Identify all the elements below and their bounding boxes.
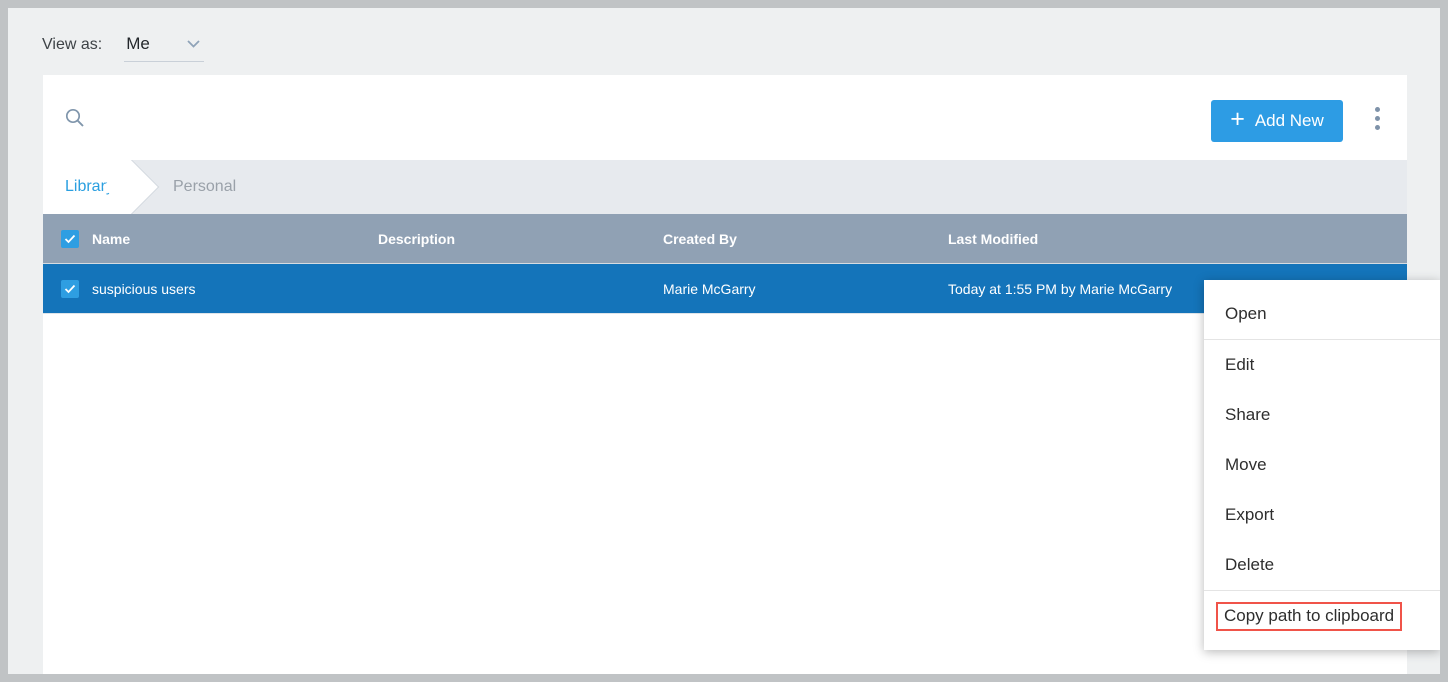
- annotation-highlight-box: Copy path to clipboard: [1216, 601, 1403, 631]
- row-checkbox-cell: [43, 279, 92, 298]
- menu-item-open[interactable]: Open: [1225, 304, 1267, 323]
- view-as-dropdown[interactable]: Me: [124, 28, 205, 62]
- kebab-menu-icon[interactable]: [1371, 102, 1383, 134]
- view-as-control: View as: Me: [42, 28, 205, 62]
- row-checkbox[interactable]: [61, 279, 79, 298]
- checkmark-icon: [64, 284, 76, 293]
- view-as-value: Me: [126, 33, 150, 53]
- column-header-name[interactable]: Name: [92, 230, 131, 247]
- context-menu: Open Edit Share Move Export Delete Copy …: [1204, 280, 1440, 650]
- column-header-created-by[interactable]: Created By: [663, 230, 737, 247]
- breadcrumb-item-personal[interactable]: Personal: [173, 178, 237, 195]
- menu-divider: [1204, 339, 1440, 340]
- chevron-down-icon: [187, 39, 200, 48]
- checkmark-icon: [64, 234, 76, 243]
- cell-name: suspicious users: [92, 280, 196, 297]
- menu-item-delete[interactable]: Delete: [1225, 555, 1275, 574]
- breadcrumb: Library Personal: [43, 160, 1407, 214]
- column-header-last-modified[interactable]: Last Modified: [948, 230, 1039, 247]
- table-header-row: Name Description Created By Last Modifie…: [43, 214, 1407, 264]
- header-checkbox-cell: [43, 229, 92, 248]
- menu-divider: [1204, 590, 1440, 591]
- add-new-label: Add New: [1254, 111, 1324, 130]
- table-row[interactable]: suspicious users Marie McGarry Today at …: [43, 264, 1407, 314]
- cell-created-by: Marie McGarry: [663, 280, 756, 297]
- view-as-label: View as:: [42, 36, 103, 53]
- column-header-description[interactable]: Description: [378, 230, 456, 247]
- menu-item-export[interactable]: Export: [1225, 505, 1275, 524]
- menu-item-copy-path-to-clipboard[interactable]: Copy path to clipboard: [1204, 591, 1440, 641]
- plus-icon: +: [1230, 105, 1245, 133]
- select-all-checkbox[interactable]: [61, 229, 79, 248]
- toolbar: + Add New: [43, 75, 1407, 160]
- search-icon[interactable]: [64, 107, 86, 129]
- add-new-button[interactable]: + Add New: [1211, 100, 1343, 142]
- menu-item-edit[interactable]: Edit: [1225, 355, 1255, 374]
- content-panel: + Add New Library Personal: [43, 75, 1407, 674]
- menu-item-share[interactable]: Share: [1225, 405, 1271, 424]
- cell-last-modified: Today at 1:55 PM by Marie McGarry: [948, 280, 1173, 297]
- breadcrumb-library-label: Library: [65, 178, 114, 195]
- menu-item-move[interactable]: Move: [1225, 455, 1267, 474]
